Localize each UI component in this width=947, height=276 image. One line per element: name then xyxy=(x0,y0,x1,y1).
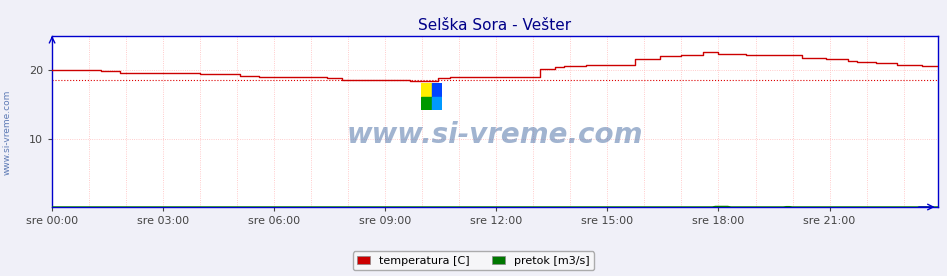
Text: www.si-vreme.com: www.si-vreme.com xyxy=(3,90,12,175)
Title: Selška Sora - Vešter: Selška Sora - Vešter xyxy=(419,18,571,33)
Bar xyxy=(421,83,432,97)
Bar xyxy=(421,97,432,110)
Legend: temperatura [C], pretok [m3/s]: temperatura [C], pretok [m3/s] xyxy=(352,251,595,270)
Text: www.si-vreme.com: www.si-vreme.com xyxy=(347,121,643,149)
Bar xyxy=(432,97,442,110)
Bar xyxy=(432,83,442,97)
